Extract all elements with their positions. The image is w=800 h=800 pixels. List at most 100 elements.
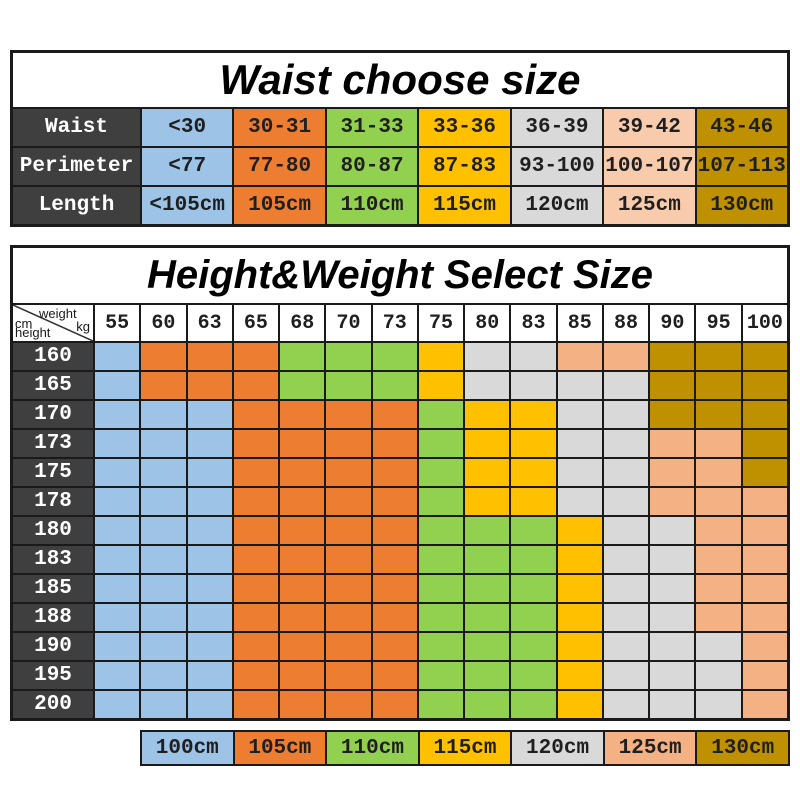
weight-column-header: 75 [418, 305, 464, 341]
size-matrix-cell [326, 401, 371, 428]
size-matrix-cell [326, 430, 371, 457]
size-matrix-cell [696, 575, 741, 602]
size-matrix-cell [557, 517, 602, 544]
size-matrix-cell [511, 604, 556, 631]
size-matrix-cell [141, 691, 186, 718]
size-matrix-cell [696, 517, 741, 544]
size-matrix-cell [233, 401, 279, 428]
size-matrix-cell [650, 459, 695, 486]
size-matrix-cell [650, 575, 695, 602]
size-matrix-cell [696, 343, 741, 370]
height-row-header: 175 [13, 459, 93, 486]
size-matrix-cell [233, 430, 279, 457]
size-matrix-cell [95, 488, 140, 515]
size-matrix-cell [418, 546, 464, 573]
size-matrix-cell [372, 488, 417, 515]
size-matrix-cell [418, 430, 464, 457]
size-matrix-cell [650, 430, 695, 457]
size-matrix-cell [187, 372, 232, 399]
size-matrix-cell [742, 546, 787, 573]
size-matrix-cell [187, 575, 232, 602]
size-matrix-cell [742, 691, 787, 718]
waist-value-cell: 125cm [604, 187, 695, 224]
size-matrix-cell [280, 575, 325, 602]
waist-row-header: Length [13, 187, 140, 224]
size-matrix-cell [418, 401, 464, 428]
size-matrix-cell [511, 488, 556, 515]
size-matrix-cell [742, 401, 787, 428]
size-matrix-cell [187, 662, 232, 689]
size-matrix-cell [187, 633, 232, 660]
weight-column-header: 83 [511, 305, 556, 341]
size-matrix-cell [742, 662, 787, 689]
size-matrix-cell [650, 343, 695, 370]
size-matrix-cell [557, 604, 602, 631]
size-matrix-cell [418, 575, 464, 602]
size-matrix-cell [603, 575, 649, 602]
weight-column-header: 100 [742, 305, 787, 341]
weight-column-header: 65 [233, 305, 279, 341]
size-matrix-cell [603, 662, 649, 689]
weight-column-header: 60 [141, 305, 186, 341]
corner-weight-label: weight [39, 306, 77, 321]
size-matrix-cell [233, 546, 279, 573]
size-matrix-cell [603, 604, 649, 631]
size-matrix-cell [465, 372, 510, 399]
size-matrix-cell [233, 343, 279, 370]
size-matrix-cell [465, 662, 510, 689]
size-matrix-cell [141, 488, 186, 515]
size-matrix-cell [418, 633, 464, 660]
size-matrix-cell [511, 633, 556, 660]
size-matrix-cell [742, 575, 787, 602]
size-matrix-cell [280, 343, 325, 370]
size-matrix-cell [280, 401, 325, 428]
waist-value-cell: 87-83 [419, 148, 510, 185]
size-matrix-cell [326, 343, 371, 370]
size-matrix-cell [650, 633, 695, 660]
size-matrix-cell [603, 343, 649, 370]
height-row-header: 170 [13, 401, 93, 428]
size-matrix-cell [557, 401, 602, 428]
size-matrix-cell [465, 604, 510, 631]
size-matrix-cell [187, 459, 232, 486]
height-row-header: 185 [13, 575, 93, 602]
weight-column-header: 63 [187, 305, 232, 341]
size-matrix-cell [95, 459, 140, 486]
size-matrix-cell [603, 633, 649, 660]
size-matrix-cell [557, 691, 602, 718]
size-matrix-cell [187, 517, 232, 544]
size-matrix-cell [326, 459, 371, 486]
size-matrix-cell [95, 633, 140, 660]
size-matrix-cell [511, 517, 556, 544]
size-matrix-cell [326, 488, 371, 515]
size-matrix-cell [141, 546, 186, 573]
size-matrix-cell [650, 691, 695, 718]
size-matrix-cell [511, 343, 556, 370]
size-matrix-cell [280, 691, 325, 718]
waist-value-cell: 31-33 [326, 109, 418, 146]
waist-value-cell: 30-31 [234, 109, 325, 146]
size-matrix-cell [326, 372, 371, 399]
waist-table-title: Waist choose size [13, 53, 787, 107]
size-matrix-cell [326, 517, 371, 544]
height-row-header: 188 [13, 604, 93, 631]
size-matrix-cell [95, 372, 140, 399]
size-matrix-cell [465, 459, 510, 486]
size-matrix-cell [557, 575, 602, 602]
waist-value-cell: 105cm [234, 187, 325, 224]
size-matrix-cell [696, 488, 741, 515]
size-matrix-cell [233, 575, 279, 602]
size-matrix-cell [95, 430, 140, 457]
legend-item: 105cm [234, 732, 326, 764]
waist-value-cell: 130cm [696, 187, 787, 224]
size-matrix-cell [372, 546, 417, 573]
size-matrix-cell [557, 546, 602, 573]
corner-height-label: height [15, 325, 51, 340]
size-matrix-cell [372, 343, 417, 370]
corner-header-cell: weight kg cm height [13, 305, 93, 341]
waist-value-cell: 36-39 [511, 109, 603, 146]
size-matrix-cell [372, 430, 417, 457]
size-matrix-cell [95, 343, 140, 370]
size-matrix-cell [696, 633, 741, 660]
size-matrix-cell [187, 401, 232, 428]
